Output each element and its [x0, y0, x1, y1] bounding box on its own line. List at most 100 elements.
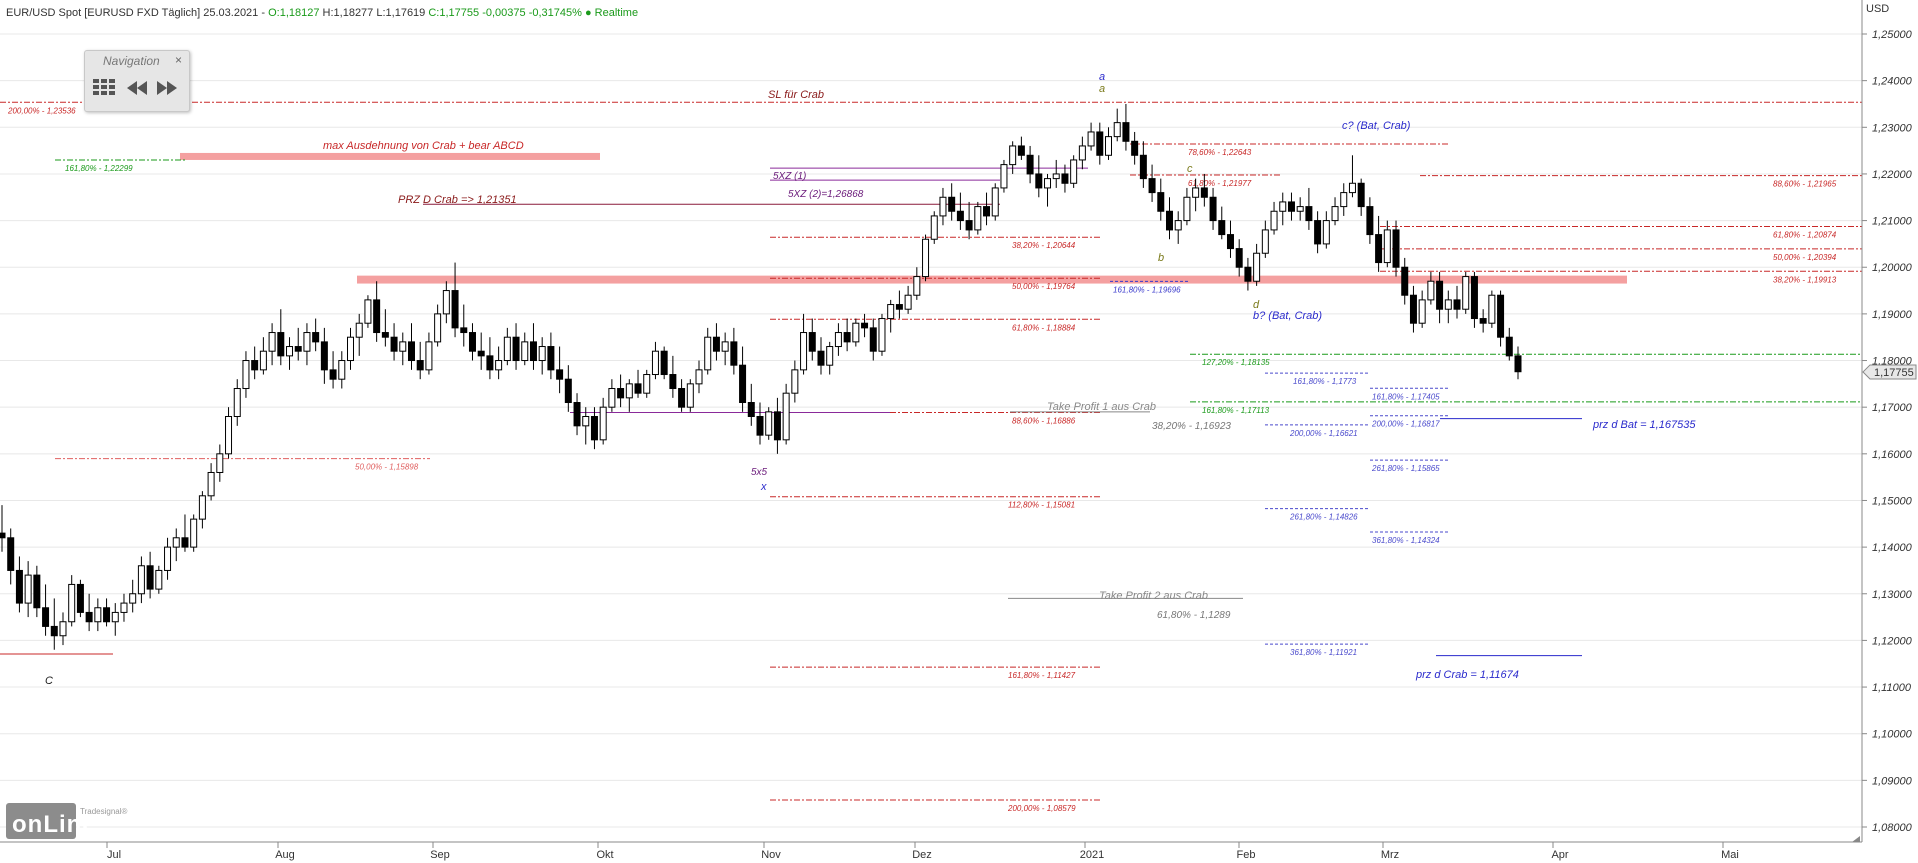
candle[interactable] [1087, 122, 1095, 151]
candle[interactable] [1122, 103, 1130, 151]
candle[interactable] [1375, 215, 1383, 272]
navigation-close-icon[interactable]: × [174, 53, 182, 67]
candle[interactable] [651, 341, 659, 380]
candle[interactable] [747, 383, 755, 426]
candle[interactable] [564, 365, 572, 412]
candle[interactable] [1436, 271, 1444, 324]
candle[interactable] [495, 346, 503, 380]
candle[interactable] [1427, 271, 1435, 305]
candle[interactable] [904, 285, 912, 314]
candle[interactable] [76, 579, 84, 618]
candle[interactable] [399, 332, 407, 366]
candle[interactable] [1270, 201, 1278, 235]
candle[interactable] [259, 337, 267, 375]
candle[interactable] [1044, 173, 1052, 207]
candle[interactable] [451, 262, 459, 338]
candle[interactable] [1157, 178, 1165, 221]
candle[interactable] [416, 341, 424, 380]
candle[interactable] [608, 379, 616, 412]
candle[interactable] [1096, 122, 1104, 165]
candle[interactable] [756, 402, 764, 445]
candle[interactable] [669, 355, 677, 398]
candle[interactable] [930, 211, 938, 244]
candle[interactable] [643, 369, 651, 398]
candle[interactable] [268, 323, 276, 366]
candle[interactable] [956, 192, 964, 230]
candle[interactable] [286, 337, 294, 370]
candle[interactable] [983, 192, 991, 226]
candle[interactable] [765, 407, 773, 440]
candlesticks[interactable] [0, 103, 1522, 650]
candle[interactable] [1000, 159, 1008, 193]
candle[interactable] [129, 579, 137, 613]
candle[interactable] [15, 556, 23, 613]
candle[interactable] [948, 183, 956, 221]
candle[interactable] [1418, 290, 1426, 328]
candle[interactable] [338, 351, 346, 389]
candle[interactable] [1314, 211, 1322, 254]
candle[interactable] [312, 318, 320, 352]
candle[interactable] [965, 201, 973, 240]
candle[interactable] [782, 383, 790, 445]
candle[interactable] [590, 407, 598, 450]
candle[interactable] [155, 565, 163, 594]
candle[interactable] [242, 351, 250, 398]
candle[interactable] [277, 309, 285, 366]
candle[interactable] [1131, 131, 1139, 165]
candle[interactable] [24, 561, 32, 618]
candle[interactable] [1279, 192, 1287, 226]
candle[interactable] [991, 183, 999, 221]
candle[interactable] [1070, 155, 1078, 188]
candle[interactable] [1209, 187, 1217, 230]
candle[interactable] [1183, 187, 1191, 226]
candle[interactable] [347, 327, 355, 370]
candle[interactable] [1401, 257, 1409, 305]
candle[interactable] [42, 584, 50, 636]
candle[interactable] [434, 304, 442, 347]
corner-resize-icon[interactable] [1852, 836, 1860, 842]
candle[interactable] [381, 309, 389, 347]
candle[interactable] [1052, 159, 1060, 188]
candle[interactable] [1444, 290, 1452, 324]
candle[interactable] [599, 397, 607, 445]
candle[interactable] [1497, 290, 1505, 347]
candle[interactable] [1218, 206, 1226, 240]
candle[interactable] [251, 346, 259, 380]
candle[interactable] [225, 407, 233, 459]
candle[interactable] [1226, 220, 1234, 258]
candle[interactable] [869, 318, 877, 361]
candle[interactable] [1287, 192, 1295, 221]
candle[interactable] [1348, 155, 1356, 198]
candle[interactable] [442, 281, 450, 324]
candle[interactable] [198, 491, 206, 529]
candle[interactable] [172, 528, 180, 562]
candle[interactable] [1340, 183, 1348, 216]
candle[interactable] [320, 327, 328, 384]
candle[interactable] [861, 313, 869, 338]
candle[interactable] [1192, 178, 1200, 212]
candle[interactable] [1235, 239, 1243, 277]
candle[interactable] [1017, 136, 1025, 160]
candle[interactable] [512, 323, 520, 370]
candle[interactable] [50, 598, 58, 650]
candle[interactable] [1009, 141, 1017, 174]
candle[interactable] [390, 323, 398, 361]
candle[interactable] [59, 612, 67, 646]
candle[interactable] [1383, 220, 1391, 268]
grid-icon[interactable] [93, 79, 117, 102]
candle[interactable] [529, 323, 537, 370]
candle[interactable] [1035, 155, 1043, 198]
candle[interactable] [68, 575, 76, 627]
price-axis-ticks[interactable]: 1,25000 1,24000 1,23000 1,22000 1,21000 1,200… [1862, 29, 1913, 834]
candle[interactable] [887, 299, 895, 333]
candle[interactable] [1174, 211, 1182, 244]
candle[interactable] [1488, 290, 1496, 328]
time-axis-ticks[interactable]: Jul Aug Sep Okt Nov Dez 2021 Feb Mrz Apr Mai [106, 842, 1739, 861]
candle[interactable] [503, 327, 511, 366]
candle[interactable] [1392, 220, 1400, 277]
candle[interactable] [33, 565, 41, 618]
candle[interactable] [1479, 309, 1487, 333]
candle[interactable] [190, 514, 198, 552]
candle[interactable] [556, 346, 564, 394]
